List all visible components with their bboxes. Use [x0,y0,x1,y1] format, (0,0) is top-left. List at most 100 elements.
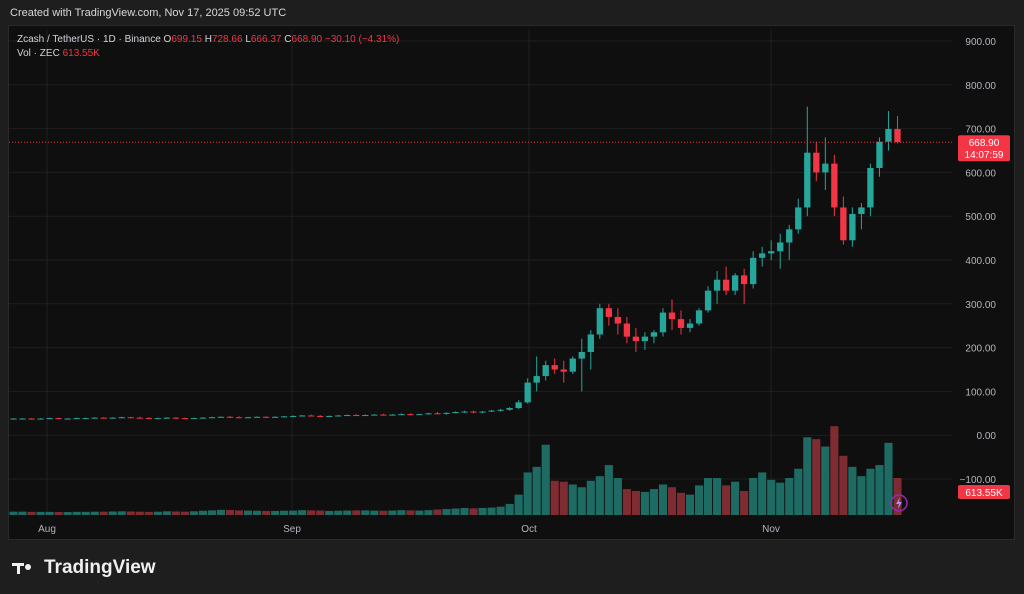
candle-body [533,376,540,383]
x-tick-label: Sep [283,524,301,535]
candle-body [768,251,775,254]
volume-bar [685,494,695,515]
candle-body [795,207,802,230]
candle-body [434,413,441,415]
volume-row: Vol · ZEC 613.55K [17,47,399,61]
candle-body [596,308,603,335]
candle-body [416,414,423,416]
volume-bar [271,510,280,515]
candle-body [380,414,387,416]
candle-body [335,415,342,417]
brand-name: TradingView [44,557,156,578]
candle-body [777,242,784,252]
candle-body [470,411,477,413]
candle-body [181,418,189,420]
volume-bar [704,478,713,515]
candle-body [876,141,883,169]
volume-value: 613.55K [62,48,100,59]
candle-body [849,214,856,241]
candle-body [677,319,685,328]
volume-bar [316,510,325,515]
volume-bar [839,455,848,515]
tradingview-logo-icon [12,560,38,576]
candle-body [497,409,504,411]
x-tick-label: Oct [521,524,537,535]
candle-body [704,290,712,311]
candle-body [759,253,766,258]
candle-body [244,417,252,419]
candle-body [118,417,125,419]
candle-body [407,414,414,416]
candle-body [885,129,892,142]
volume-bar [117,511,126,515]
volume-bar [243,510,253,515]
volume-bar [893,478,902,515]
candle-body [289,415,297,417]
close-value: 668.90 [291,34,323,45]
volume-bar [604,465,613,515]
candle-body [443,412,450,414]
open-value: 699.15 [171,34,202,45]
candle-body [163,417,171,419]
volume-bar [541,444,550,515]
volume-bar [433,509,442,515]
candle-body [840,207,847,241]
candle-body [524,382,531,403]
volume-bar [397,510,406,515]
volume-label[interactable]: Vol · ZEC [17,48,60,59]
volume-bar [667,487,677,515]
volume-bar [830,426,839,515]
volume-bar [676,492,686,515]
volume-bar [81,511,90,515]
y-tick-label: 500.00 [965,212,996,223]
volume-bar [280,510,289,515]
high-label: H [204,34,212,45]
lightning-icon [890,494,908,512]
close-label: C [284,34,292,45]
tradingview-logo[interactable]: TradingView [12,557,156,579]
candle-body [740,275,748,285]
volume-bar [54,512,63,515]
y-tick-label: 200.00 [965,344,996,355]
candle-body [822,163,829,173]
volume-bar [848,466,857,515]
volume-bar [262,510,271,515]
symbol-label[interactable]: Zcash / TetherUS · 1D · Binance [17,34,161,45]
volume-bar [180,511,189,515]
candle-body [19,418,26,420]
volume-bar [9,511,18,515]
chart-frame[interactable] [8,25,1015,540]
candle-body [506,408,513,410]
volume-bar [189,511,198,515]
volume-bar [99,511,108,515]
candle-body [280,416,288,418]
volume-bar [289,510,298,515]
candle-body [867,168,874,208]
candle-body [786,229,793,243]
candle-body [317,415,324,417]
volume-bar [216,509,226,515]
candle-body [145,418,152,420]
volume-bar [90,511,99,515]
volume-badge-value: 613.55K [965,488,1003,499]
candle-body [831,163,838,208]
candle-body [668,312,676,320]
candle-body [262,416,270,418]
volume-bar [424,510,433,515]
volume-bar [171,511,180,515]
volume-bar [613,478,622,515]
candle-body [750,257,757,285]
y-tick-label: 0.00 [977,431,997,442]
ohlc-row: Zcash / TetherUS · 1D · Binance O699.15 … [17,33,399,47]
volume-bar [36,511,45,515]
volume-bar [135,511,144,515]
y-tick-label: 400.00 [965,256,996,267]
volume-bar [803,437,812,515]
volume-bar [18,511,27,515]
candle-body [172,417,180,419]
candle-body [686,323,694,328]
volume-bar [595,476,604,515]
candle-body [551,365,558,370]
chart-legend: Zcash / TetherUS · 1D · Binance O699.15 … [17,33,399,61]
